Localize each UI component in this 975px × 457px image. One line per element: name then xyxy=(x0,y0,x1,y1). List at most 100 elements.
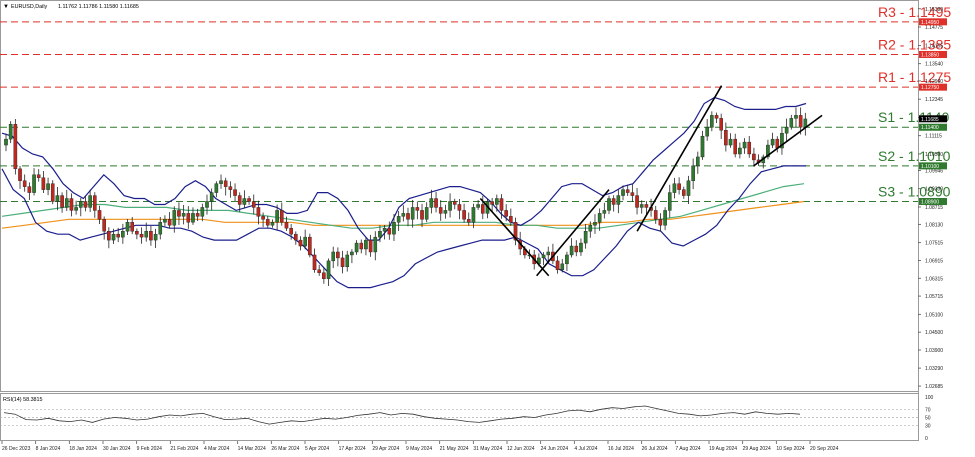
candle-body xyxy=(172,210,177,226)
candle-body xyxy=(401,213,406,217)
date-tick-label: 26 Jul 2024 xyxy=(642,446,668,452)
candle-body xyxy=(476,204,480,208)
price-markers: 1.14950 1.13850 1.12750 1.11685 1.11400 1.101… xyxy=(919,18,947,205)
candle-body xyxy=(55,195,60,202)
candle-body xyxy=(111,233,116,241)
candle-body xyxy=(410,207,415,220)
candle-body xyxy=(22,180,27,187)
candle-body xyxy=(443,210,448,214)
candle-body xyxy=(452,201,457,205)
candle-body xyxy=(466,219,471,223)
candle-body xyxy=(64,198,69,208)
level-label-s2: S2 - 1.1010 xyxy=(878,148,951,164)
candle-body xyxy=(350,251,354,256)
candle-body xyxy=(504,210,508,217)
candle-body xyxy=(289,228,293,235)
candle-body xyxy=(322,272,326,279)
rsi-line xyxy=(3,405,801,425)
candle-body xyxy=(705,127,709,137)
symbol-caret-icon: ▼ xyxy=(3,4,9,10)
price-tick-label: 1.06915 xyxy=(925,258,943,264)
candle-body xyxy=(462,210,466,220)
price-tick-label: 1.08130 xyxy=(925,222,943,228)
candle-body xyxy=(149,230,153,241)
level-label-r2: R2 - 1.1385 xyxy=(878,36,951,52)
date-tick-label: 5 Apr 2024 xyxy=(305,446,329,452)
price-tick-label: 1.04500 xyxy=(925,330,943,336)
candle-body xyxy=(663,210,667,226)
date-tick-label: 4 Mar 2024 xyxy=(204,446,230,452)
candle-body xyxy=(83,201,88,208)
candle-body xyxy=(265,219,270,226)
candle-body xyxy=(434,198,438,208)
candle-body xyxy=(420,210,424,220)
candles xyxy=(4,107,808,287)
level-label-s3: S3 - 1.0890 xyxy=(878,183,951,199)
price-tick-label: 1.05715 xyxy=(925,294,943,300)
candle-body xyxy=(770,138,775,146)
candle-body xyxy=(233,189,237,196)
candle-body xyxy=(144,230,149,238)
candle-body xyxy=(228,186,233,190)
candle-body xyxy=(214,183,219,193)
candle-body xyxy=(639,204,644,208)
candle-body xyxy=(406,213,410,220)
candle-body xyxy=(247,198,251,202)
candle-body xyxy=(219,180,223,184)
date-tick-label: 20 Sep 2024 xyxy=(810,446,839,452)
price-tick-label: 1.14775 xyxy=(925,25,943,31)
candle-body xyxy=(158,222,163,235)
candle-body xyxy=(153,233,158,241)
candle-body xyxy=(177,210,181,217)
candle-body xyxy=(195,213,200,217)
candle-body xyxy=(555,260,560,271)
price-marker-label: 1.10100 xyxy=(921,164,939,170)
date-tick-label: 26 Mar 2024 xyxy=(271,446,299,452)
price-marker-box xyxy=(919,197,947,205)
trendline-2 xyxy=(536,189,610,277)
date-tick-label: 19 Aug 2024 xyxy=(709,446,737,452)
price-marker-box xyxy=(919,18,947,26)
candle-body xyxy=(364,239,368,250)
candle-body xyxy=(728,138,733,146)
date-tick-label: 7 Aug 2024 xyxy=(675,446,701,452)
date-tick-label: 31 May 2024 xyxy=(473,446,502,452)
candle-body xyxy=(41,177,46,190)
candle-body xyxy=(32,174,36,193)
price-tick-label: 1.09330 xyxy=(925,187,943,193)
trendline-3 xyxy=(636,85,723,232)
candle-body xyxy=(448,201,452,211)
candle-body xyxy=(588,225,593,232)
candle-body xyxy=(191,213,195,223)
candle-body xyxy=(471,207,476,223)
candle-body xyxy=(36,174,41,178)
candle-body xyxy=(611,198,616,205)
candle-body xyxy=(284,222,289,229)
candle-body xyxy=(186,213,191,223)
candle-body xyxy=(74,207,78,211)
candle-body xyxy=(382,228,387,232)
candle-body xyxy=(392,222,396,235)
candle-body xyxy=(667,192,672,211)
candle-body xyxy=(719,118,723,131)
candle-body xyxy=(546,251,551,256)
date-tick-label: 16 Jul 2024 xyxy=(608,446,634,452)
candle-body xyxy=(560,263,565,271)
ma-green-line xyxy=(1,183,805,229)
candle-body xyxy=(181,213,186,217)
candle-body xyxy=(93,195,97,211)
candle-body xyxy=(696,156,700,167)
candle-body xyxy=(354,242,359,253)
candle-body xyxy=(714,115,719,119)
candle-body xyxy=(621,189,625,196)
candle-body xyxy=(18,168,22,181)
price-marker-label: 1.11400 xyxy=(921,125,939,131)
candle-body xyxy=(677,183,681,190)
candle-body xyxy=(373,236,378,253)
candle-body xyxy=(331,251,336,262)
candle-body xyxy=(724,130,728,146)
candle-body xyxy=(387,228,392,235)
candle-body xyxy=(658,219,663,226)
candle-body xyxy=(499,198,504,211)
candle-body xyxy=(251,201,256,208)
